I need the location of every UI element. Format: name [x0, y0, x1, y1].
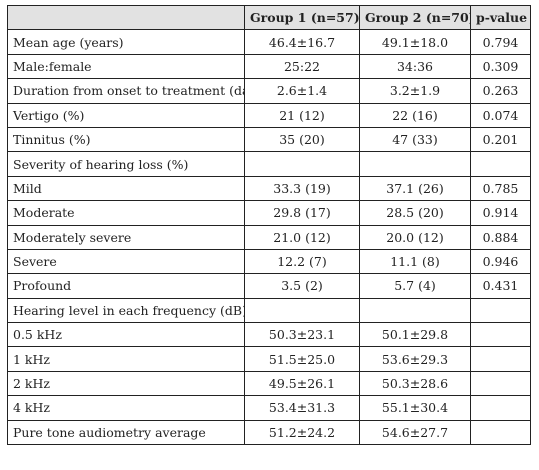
- table-row: Hearing level in each frequency (dB): [7, 297, 531, 324]
- row-label-cell: Duration from onset to treatment (days): [7, 78, 245, 104]
- table-cell: 0.914: [470, 200, 531, 226]
- table-cell: 3.5 (2): [244, 273, 360, 299]
- table-cell: 53.4±31.3: [244, 395, 360, 421]
- table-cell: [244, 151, 360, 177]
- table-cell: 34:36: [359, 53, 471, 80]
- table-container: Group 1 (n=57) Group 2 (n=70) p-value Me…: [7, 4, 531, 446]
- table-cell: [244, 297, 360, 324]
- table-row: Vertigo (%) 21 (12) 22 (16) 0.074: [7, 102, 531, 128]
- table-row: Mild 33.3 (19) 37.1 (26) 0.785: [7, 175, 531, 202]
- table-row: 1 kHz 51.5±25.0 53.6±29.3: [7, 346, 531, 372]
- table-cell: [470, 322, 531, 348]
- row-label-cell: Vertigo (%): [7, 102, 245, 128]
- table-cell: 50.3±23.1: [244, 322, 360, 348]
- table-cell: 46.4±16.7: [244, 29, 360, 55]
- table-row: Mean age (years) 46.4±16.7 49.1±18.0 0.794: [7, 29, 531, 55]
- row-label-cell: Severity of hearing loss (%): [7, 151, 245, 177]
- table-cell: 54.6±27.7: [359, 419, 471, 446]
- table-cell: 0.946: [470, 248, 531, 275]
- table-cell: 28.5 (20): [359, 200, 471, 226]
- row-label-cell: Tinnitus (%): [7, 126, 245, 153]
- table-cell: 49.5±26.1: [244, 370, 360, 397]
- table-cell: [470, 297, 531, 324]
- table-cell: 21 (12): [244, 102, 360, 128]
- table-cell: 50.1±29.8: [359, 322, 471, 348]
- table-cell: 5.7 (4): [359, 273, 471, 299]
- row-label-cell: Mean age (years): [7, 29, 245, 55]
- table-cell: [359, 151, 471, 177]
- table-row: Tinnitus (%) 35 (20) 47 (33) 0.201: [7, 126, 531, 153]
- table-cell: 0.794: [470, 29, 531, 55]
- table-cell: [359, 297, 471, 324]
- table-row: 2 kHz 49.5±26.1 50.3±28.6: [7, 370, 531, 397]
- table-cell: [470, 395, 531, 421]
- row-label-cell: Hearing level in each frequency (dB): [7, 297, 245, 324]
- table-cell: 0.074: [470, 102, 531, 128]
- table-cell: 0.884: [470, 224, 531, 250]
- row-label-cell: Profound: [7, 273, 245, 299]
- header-cell: [7, 4, 245, 31]
- table-cell: [470, 419, 531, 446]
- row-label-cell: Male:female: [7, 53, 245, 80]
- table-cell: 55.1±30.4: [359, 395, 471, 421]
- row-label-cell: 0.5 kHz: [7, 322, 245, 348]
- table-cell: 29.8 (17): [244, 200, 360, 226]
- table-row: Male:female 25:22 34:36 0.309: [7, 53, 531, 80]
- table-row: Severe 12.2 (7) 11.1 (8) 0.946: [7, 248, 531, 275]
- header-cell: Group 2 (n=70): [359, 4, 471, 31]
- table-row: Duration from onset to treatment (days) 2…: [7, 78, 531, 104]
- table-cell: 49.1±18.0: [359, 29, 471, 55]
- table-cell: 37.1 (26): [359, 175, 471, 202]
- table-cell: 0.201: [470, 126, 531, 153]
- table-cell: 22 (16): [359, 102, 471, 128]
- table-row: Pure tone audiometry average 51.2±24.2 54.…: [7, 419, 531, 446]
- table-cell: 21.0 (12): [244, 224, 360, 250]
- table-cell: [470, 151, 531, 177]
- table-row: Severity of hearing loss (%): [7, 151, 531, 177]
- row-label-cell: Moderately severe: [7, 224, 245, 250]
- row-label-cell: Moderate: [7, 200, 245, 226]
- data-table: Group 1 (n=57) Group 2 (n=70) p-value Me…: [7, 4, 531, 446]
- table-row: 4 kHz 53.4±31.3 55.1±30.4: [7, 395, 531, 421]
- row-label-cell: 4 kHz: [7, 395, 245, 421]
- header-row: Group 1 (n=57) Group 2 (n=70) p-value: [7, 4, 531, 31]
- table-cell: 2.6±1.4: [244, 78, 360, 104]
- table-cell: 0.263: [470, 78, 531, 104]
- table-cell: 11.1 (8): [359, 248, 471, 275]
- table-row: Moderately severe 21.0 (12) 20.0 (12) 0.884: [7, 224, 531, 250]
- row-label-cell: Severe: [7, 248, 245, 275]
- table-cell: 53.6±29.3: [359, 346, 471, 372]
- row-label-cell: Mild: [7, 175, 245, 202]
- table-row: Profound 3.5 (2) 5.7 (4) 0.431: [7, 273, 531, 299]
- row-label-cell: Pure tone audiometry average: [7, 419, 245, 446]
- table-body: Mean age (years) 46.4±16.7 49.1±18.0 0.794 M…: [7, 29, 531, 446]
- table-cell: 0.431: [470, 273, 531, 299]
- table-row: Moderate 29.8 (17) 28.5 (20) 0.914: [7, 200, 531, 226]
- table-cell: 33.3 (19): [244, 175, 360, 202]
- table-cell: 35 (20): [244, 126, 360, 153]
- header-cell: p-value: [470, 4, 531, 31]
- row-label-cell: 2 kHz: [7, 370, 245, 397]
- table-cell: 20.0 (12): [359, 224, 471, 250]
- header-cell: Group 1 (n=57): [244, 4, 360, 31]
- table-cell: 51.5±25.0: [244, 346, 360, 372]
- table-cell: 3.2±1.9: [359, 78, 471, 104]
- row-label-cell: 1 kHz: [7, 346, 245, 372]
- table-cell: 12.2 (7): [244, 248, 360, 275]
- table-cell: 50.3±28.6: [359, 370, 471, 397]
- table-cell: 51.2±24.2: [244, 419, 360, 446]
- table-cell: [470, 370, 531, 397]
- table-cell: 0.785: [470, 175, 531, 202]
- table-cell: 47 (33): [359, 126, 471, 153]
- table-cell: 25:22: [244, 53, 360, 80]
- table-row: 0.5 kHz 50.3±23.1 50.1±29.8: [7, 322, 531, 348]
- table-cell: [470, 346, 531, 372]
- table-cell: 0.309: [470, 53, 531, 80]
